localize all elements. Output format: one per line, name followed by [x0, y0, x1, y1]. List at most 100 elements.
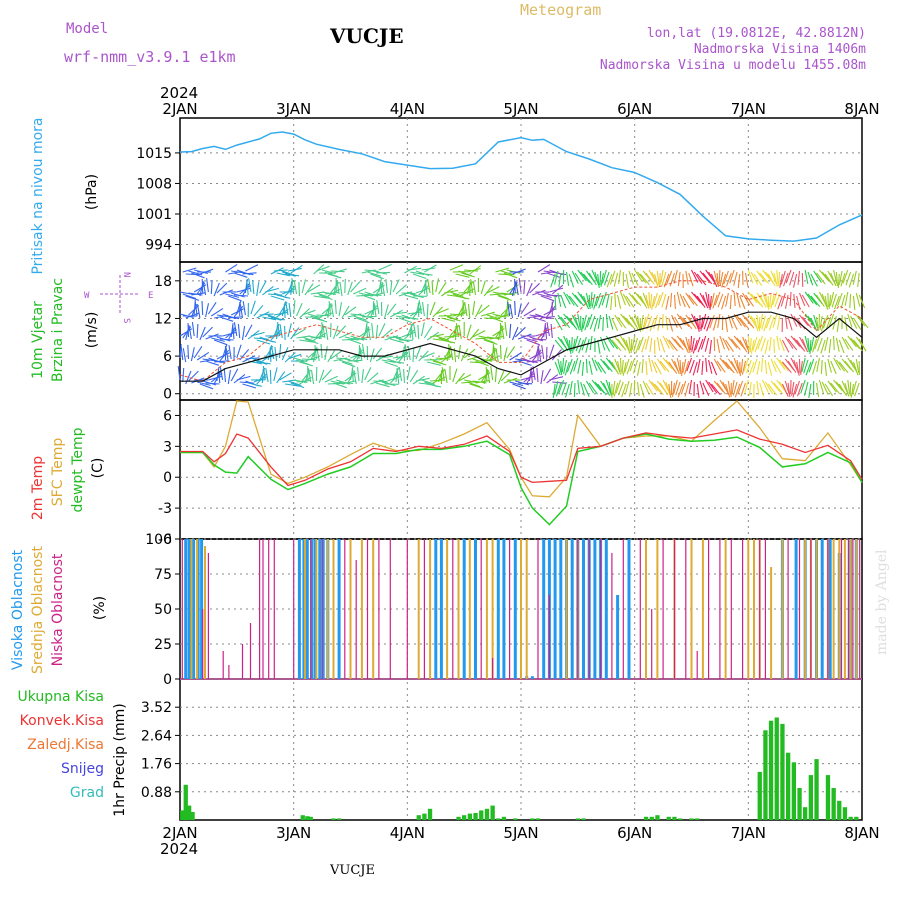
wind-arrow — [202, 326, 213, 338]
wind-arrow — [750, 271, 759, 285]
y-tick-label: 12 — [154, 311, 172, 327]
wind-arrow — [838, 383, 848, 397]
wind-arrow — [304, 283, 314, 296]
wind-arrow — [509, 352, 522, 361]
wind-arrow — [581, 336, 587, 351]
wind-arrow — [709, 339, 712, 354]
wind-arrow — [464, 379, 479, 384]
wind-arrow — [673, 360, 680, 375]
wind-arrow — [813, 314, 819, 329]
wind-arrow — [611, 339, 622, 352]
wind-arrow — [489, 336, 504, 340]
wind-arrow — [581, 361, 585, 376]
wind-arrow — [749, 337, 752, 353]
wind-arrow — [381, 282, 386, 297]
wind-arrow — [712, 316, 718, 331]
footer-station: VUCJE — [329, 863, 375, 878]
wind-arrow — [582, 295, 590, 310]
wind-arrow — [824, 383, 834, 397]
wind-arrow — [444, 289, 459, 294]
wind-arrow — [551, 284, 564, 295]
wind-arrow — [804, 269, 809, 284]
wind-arrow — [671, 314, 678, 329]
wind-arrow — [833, 335, 835, 351]
wind-arrow — [676, 291, 681, 306]
wind-arrow — [719, 271, 724, 286]
wind-arrow — [554, 295, 557, 311]
wind-arrow — [750, 339, 755, 354]
wind-arrow — [716, 338, 721, 353]
compass-e: E — [148, 291, 153, 301]
compass-n: N — [121, 272, 131, 277]
wind-arrow — [731, 379, 735, 394]
wind-arrow — [207, 301, 217, 315]
wind-arrow — [555, 382, 562, 397]
wind-arrow — [285, 273, 300, 277]
wind-arrow — [573, 357, 579, 372]
wind-arrow — [600, 358, 610, 371]
y-tick-label: 18 — [154, 274, 172, 290]
wind-arrow — [625, 273, 629, 288]
wind-arrow — [463, 348, 476, 359]
wind-arrow — [688, 272, 694, 287]
wind-arrow — [810, 273, 818, 287]
wind-arrow — [853, 339, 863, 352]
wind-arrow — [566, 293, 575, 306]
wind-arrow — [253, 304, 264, 317]
wind-arrow — [344, 278, 346, 294]
wind-arrow — [523, 372, 535, 383]
wind-arrow — [330, 303, 335, 318]
wind-arrow — [748, 361, 755, 376]
wind-arrow — [180, 346, 184, 361]
wind-arrow — [449, 291, 464, 297]
wind-arrow — [334, 299, 337, 315]
wind-arrow — [824, 336, 829, 351]
wind-arrow — [553, 270, 559, 285]
wind-arrow — [392, 279, 400, 293]
wind-arrow — [568, 273, 575, 288]
precip-bar — [300, 815, 305, 820]
wind-arrow — [739, 361, 741, 377]
wind-arrow — [373, 380, 388, 383]
wind-arrow — [820, 359, 823, 375]
wind-arrow — [693, 271, 703, 285]
wind-arrow — [574, 316, 580, 331]
wind-arrow — [614, 292, 617, 308]
wind-arrow — [763, 317, 769, 332]
wind-arrow — [773, 382, 784, 395]
wind-arrow — [858, 294, 866, 309]
precip-bar — [467, 813, 472, 820]
wind-arrow — [509, 304, 514, 319]
wind-arrow — [390, 360, 405, 364]
wind-title-2: Brzina i Pravac — [50, 278, 66, 382]
wind-arrow — [469, 383, 484, 389]
wind-arrow — [495, 293, 509, 300]
y-tick-label: 6 — [163, 349, 172, 365]
wind-arrow — [571, 292, 582, 305]
wind-arrow — [216, 282, 228, 294]
wind-arrow — [219, 338, 234, 341]
wind-arrow — [295, 302, 303, 317]
wind-arrow — [814, 335, 820, 350]
wind-arrow — [499, 344, 502, 360]
wind-arrow — [606, 273, 613, 288]
y-tick-label: 75 — [154, 567, 172, 583]
wind-arrow — [199, 326, 206, 341]
wind-arrow — [780, 292, 786, 307]
wind-arrow — [639, 383, 645, 398]
wind-arrow — [320, 343, 323, 359]
temp-2m-line — [180, 429, 863, 487]
wind-arrow — [705, 357, 708, 373]
precip-bar — [575, 818, 580, 820]
wind-arrow — [211, 337, 225, 342]
precip-bar — [848, 816, 853, 820]
wind-arrow — [515, 281, 519, 296]
temp-title-1: 2m Temp — [30, 456, 46, 520]
wind-arrow — [582, 383, 590, 398]
wind-arrow — [809, 339, 812, 355]
wind-arrow — [736, 315, 746, 328]
wind-arrow — [557, 314, 567, 327]
wind-arrow — [191, 322, 195, 337]
wind-arrow — [799, 314, 809, 327]
